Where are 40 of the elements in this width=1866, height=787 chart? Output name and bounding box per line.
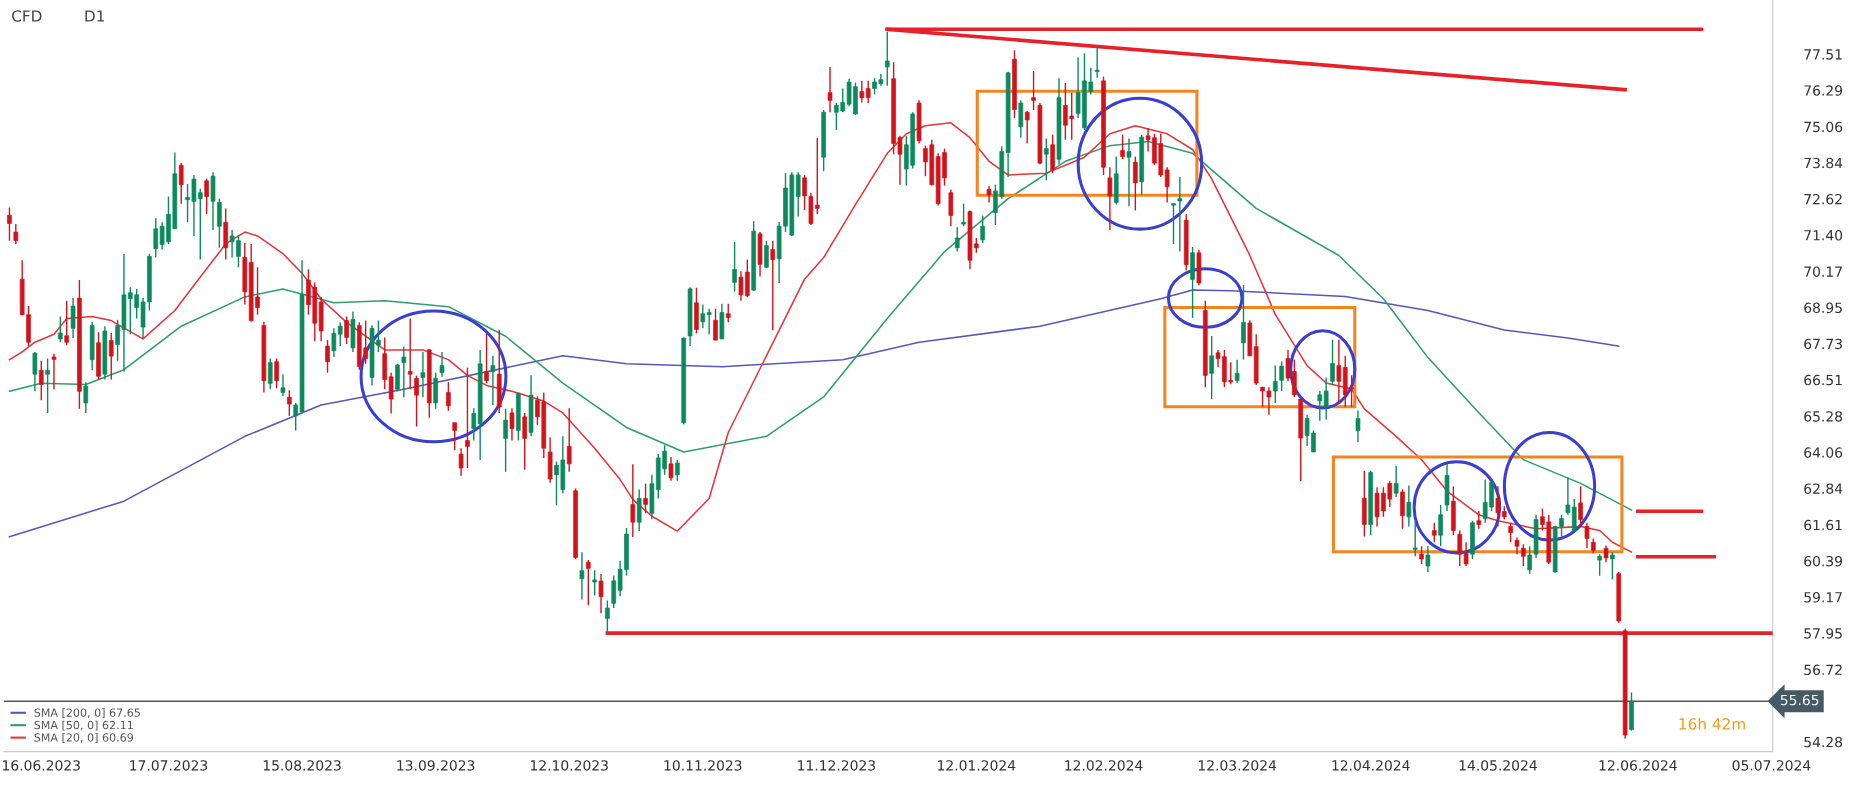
x-tick-label: 05.07.2024 xyxy=(1732,760,1811,771)
x-tick-label: 12.04.2024 xyxy=(1332,760,1410,771)
legend-label: SMA [50, 0] 62.11 xyxy=(34,720,133,731)
x-tick-label: 12.10.2023 xyxy=(530,760,608,771)
y-tick-label: 71.40 xyxy=(1804,230,1843,241)
x-tick-label: 14.05.2024 xyxy=(1459,760,1537,771)
y-tick-label: 54.28 xyxy=(1804,736,1843,748)
y-tick-label: 61.61 xyxy=(1804,519,1842,531)
y-tick-label: 65.28 xyxy=(1804,411,1843,422)
x-tick-label: 12.01.2024 xyxy=(938,760,1016,771)
y-tick-label: 75.06 xyxy=(1804,121,1843,133)
y-tick-label: 62.84 xyxy=(1804,483,1843,494)
x-tick-label: 10.11.2023 xyxy=(664,760,742,771)
y-tick-label: 59.17 xyxy=(1804,592,1842,603)
annotation: 16h 42m xyxy=(1679,717,1745,730)
annotation: CFD xyxy=(12,10,42,22)
x-tick-label: 12.03.2024 xyxy=(1198,760,1277,771)
legend-label: SMA [200, 0] 67.65 xyxy=(34,708,140,719)
x-tick-label: 17.07.2023 xyxy=(130,760,208,771)
y-tick-label: 56.72 xyxy=(1804,664,1842,676)
y-tick-label: 73.84 xyxy=(1804,157,1843,169)
ref-line-label: 55.65 xyxy=(1780,694,1819,706)
x-tick-label: 15.08.2023 xyxy=(263,760,341,771)
annotation: D1 xyxy=(85,10,105,22)
x-tick-label: 12.02.2024 xyxy=(1065,760,1143,771)
y-tick-label: 72.62 xyxy=(1804,193,1842,205)
y-tick-label: 64.06 xyxy=(1804,447,1843,458)
y-tick-label: 66.51 xyxy=(1804,374,1842,386)
y-tick-label: 67.73 xyxy=(1804,338,1842,350)
y-tick-label: 60.39 xyxy=(1804,555,1843,567)
legend-label: SMA [20, 0] 60.69 xyxy=(34,733,134,743)
y-tick-label: 57.95 xyxy=(1804,628,1842,639)
y-tick-label: 68.95 xyxy=(1804,302,1842,314)
y-tick-label: 76.29 xyxy=(1804,85,1843,96)
x-tick-label: 11.12.2023 xyxy=(798,760,876,771)
x-tick-label: 16.06.2023 xyxy=(3,760,80,771)
x-tick-label: 13.09.2023 xyxy=(397,760,475,771)
x-tick-label: 12.06.2024 xyxy=(1599,760,1677,771)
y-tick-label: 70.17 xyxy=(1804,266,1842,277)
y-tick-label: 77.51 xyxy=(1804,49,1842,60)
